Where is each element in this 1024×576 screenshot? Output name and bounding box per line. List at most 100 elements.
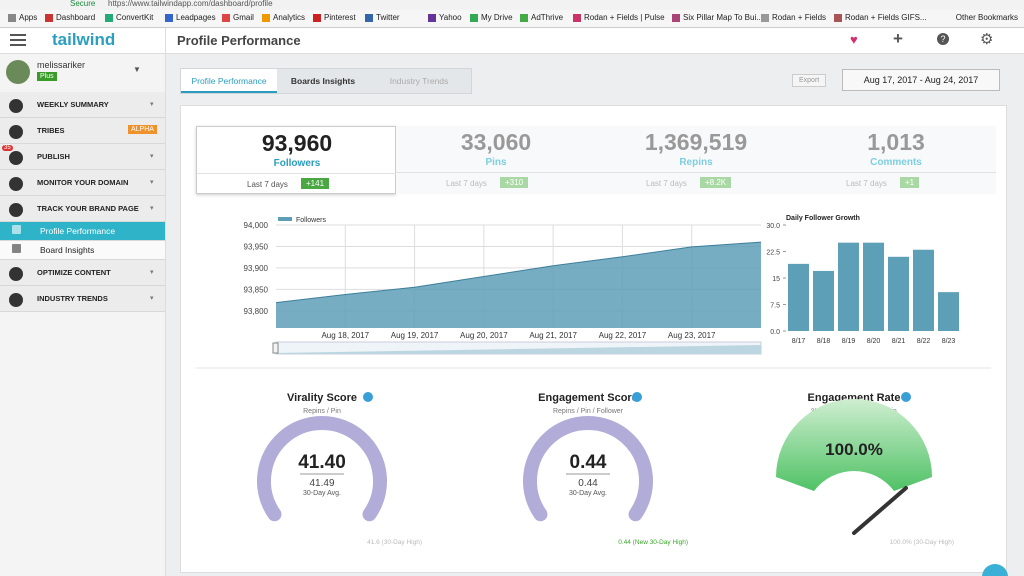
bookmark[interactable]: Apps: [19, 13, 38, 22]
menu-item[interactable]: PUBLISH ▾ 35: [0, 144, 165, 170]
y-tick-label: 15: [772, 276, 780, 283]
date-range[interactable]: Aug 17, 2017 - Aug 24, 2017: [842, 69, 1000, 91]
bar: [863, 242, 884, 331]
stat-value: 33,060: [460, 129, 532, 155]
help-icon[interactable]: ?: [937, 33, 949, 45]
submenu-item[interactable]: Profile Performance: [0, 222, 165, 241]
menu-item[interactable]: WEEKLY SUMMARY ▾: [0, 92, 165, 118]
other-bookmarks[interactable]: Other Bookmarks: [955, 13, 1018, 22]
menu-label: TRIBES: [37, 125, 65, 135]
menu-icon: [9, 98, 23, 113]
bookmark-icon: [470, 14, 478, 22]
divider: [165, 28, 166, 53]
settings-icon[interactable]: ⚙: [980, 31, 994, 48]
user-menu-caret[interactable]: ▼: [133, 65, 141, 74]
menu-item[interactable]: TRIBES ALPHA: [0, 118, 165, 144]
main: Profile Performance Boards Insights Indust…: [166, 54, 1024, 576]
bookmark[interactable]: Rodan + Fields | Pulse: [584, 13, 665, 22]
menu-icon[interactable]: [10, 34, 26, 36]
stat-period: Last 7 days: [646, 179, 687, 188]
heart-icon[interactable]: ♥: [850, 32, 858, 47]
x-tick-label: Aug 20, 2017: [460, 331, 508, 340]
stat-value: 1,369,519: [644, 129, 748, 155]
bookmark[interactable]: Twitter: [376, 13, 400, 22]
charts: Followers 93,800 93,850 93,900 93,950 94,000 A…: [196, 215, 991, 546]
menu-label: TRACK YOUR BRAND PAGE: [37, 203, 139, 213]
bookmark[interactable]: Analytics: [273, 13, 306, 22]
legend-swatch: [278, 217, 292, 221]
bookmark-icon: [761, 14, 769, 22]
gauge-title: Virality Score: [287, 392, 357, 404]
menu-item[interactable]: MONITOR YOUR DOMAIN ▾: [0, 170, 165, 196]
export-button[interactable]: Export: [792, 74, 827, 87]
tab[interactable]: Industry Trends: [389, 76, 449, 86]
navigator-handle: [272, 342, 279, 354]
bookmark-icon: [105, 14, 113, 22]
stat-divider: [396, 172, 596, 173]
gauge-title: Engagement Score: [538, 392, 638, 404]
bookmark[interactable]: Rodan + Fields: [772, 13, 827, 22]
gauge-arc: [523, 416, 653, 522]
bookmark[interactable]: AdThrive: [531, 13, 564, 22]
bookmark-icon: [365, 14, 373, 22]
bookmark[interactable]: Rodan + Fields GIFS...: [845, 13, 927, 22]
tab[interactable]: Boards Insights: [290, 76, 356, 86]
avatar: [6, 60, 30, 84]
stat-change: +8.2K: [700, 177, 732, 188]
bar: [938, 292, 959, 331]
y-tick-label: 93,850: [244, 285, 269, 294]
logo: tailwind: [52, 30, 116, 49]
menu-caret: ▾: [150, 101, 154, 108]
stat-card[interactable]: 1,369,519 Repins Last 7 days +8.2K: [596, 126, 796, 194]
bookmark[interactable]: Leadpages: [176, 13, 216, 22]
bookmark[interactable]: Dashboard: [56, 13, 96, 22]
area: [276, 242, 761, 328]
stat-label: Comments: [870, 157, 922, 168]
tab[interactable]: Profile Performance: [181, 69, 277, 93]
y-tick-label: 94,000: [244, 221, 269, 230]
gauge-high: 41.6 (30-Day High): [367, 539, 422, 546]
url[interactable]: https://www.tailwindapp.com/dashboard/pr…: [108, 0, 273, 8]
stat-card[interactable]: 93,960 Followers Last 7 days +141: [196, 126, 397, 194]
bookmark[interactable]: Six Pillar Map To Bui...: [683, 13, 763, 22]
bookmark[interactable]: Pinterest: [324, 13, 356, 22]
stat-value: 1,013: [867, 129, 925, 155]
menu-label: OPTIMIZE CONTENT: [37, 267, 111, 277]
menu-item[interactable]: INDUSTRY TRENDS ▾: [0, 286, 165, 312]
navigator-area: [276, 345, 761, 354]
x-tick-label: 8/21: [892, 338, 906, 345]
panel: 93,960 Followers Last 7 days +141 33,060 Pins…: [180, 105, 1007, 573]
bar: [888, 256, 909, 331]
page-title: Profile Performance: [177, 33, 301, 48]
bookmark[interactable]: Gmail: [233, 13, 254, 22]
menu-caret: ▾: [150, 153, 154, 160]
y-tick-label: 22.5: [766, 250, 780, 257]
gauge-avg-label: 30-Day Avg.: [569, 490, 607, 497]
gauge-needle: [852, 486, 908, 535]
submenu-item[interactable]: Board Insights: [0, 241, 165, 260]
menu-item[interactable]: TRACK YOUR BRAND PAGE ▾: [0, 196, 165, 222]
x-tick-label: Aug 19, 2017: [391, 331, 439, 340]
help-bubble[interactable]: [982, 564, 1008, 576]
x-tick-label: Aug 21, 2017: [529, 331, 577, 340]
help-icon: [632, 392, 642, 402]
bookmark[interactable]: Yahoo: [439, 13, 462, 22]
bookmark[interactable]: ConvertKit: [116, 13, 154, 22]
stat-card[interactable]: 33,060 Pins Last 7 days +310: [396, 126, 596, 194]
menu-item[interactable]: OPTIMIZE CONTENT ▾: [0, 260, 165, 286]
x-tick-label: 8/20: [867, 338, 881, 345]
y-tick-label: 0.0: [770, 329, 780, 336]
gauge-subtitle: Repins / Pin: [303, 408, 341, 415]
bookmark[interactable]: My Drive: [481, 13, 513, 22]
legend-label: Followers: [296, 217, 326, 224]
secure-label: Secure: [70, 0, 96, 8]
bar: [913, 249, 934, 331]
add-icon[interactable]: +: [893, 29, 903, 48]
stat-card[interactable]: 1,013 Comments Last 7 days +1: [796, 126, 996, 194]
menu-label: PUBLISH: [37, 151, 70, 161]
x-tick-label: 8/18: [817, 338, 831, 345]
menu-label: Board Insights: [40, 245, 95, 255]
menu-caret: ▾: [150, 269, 154, 276]
bookmark-icon: [834, 14, 842, 22]
